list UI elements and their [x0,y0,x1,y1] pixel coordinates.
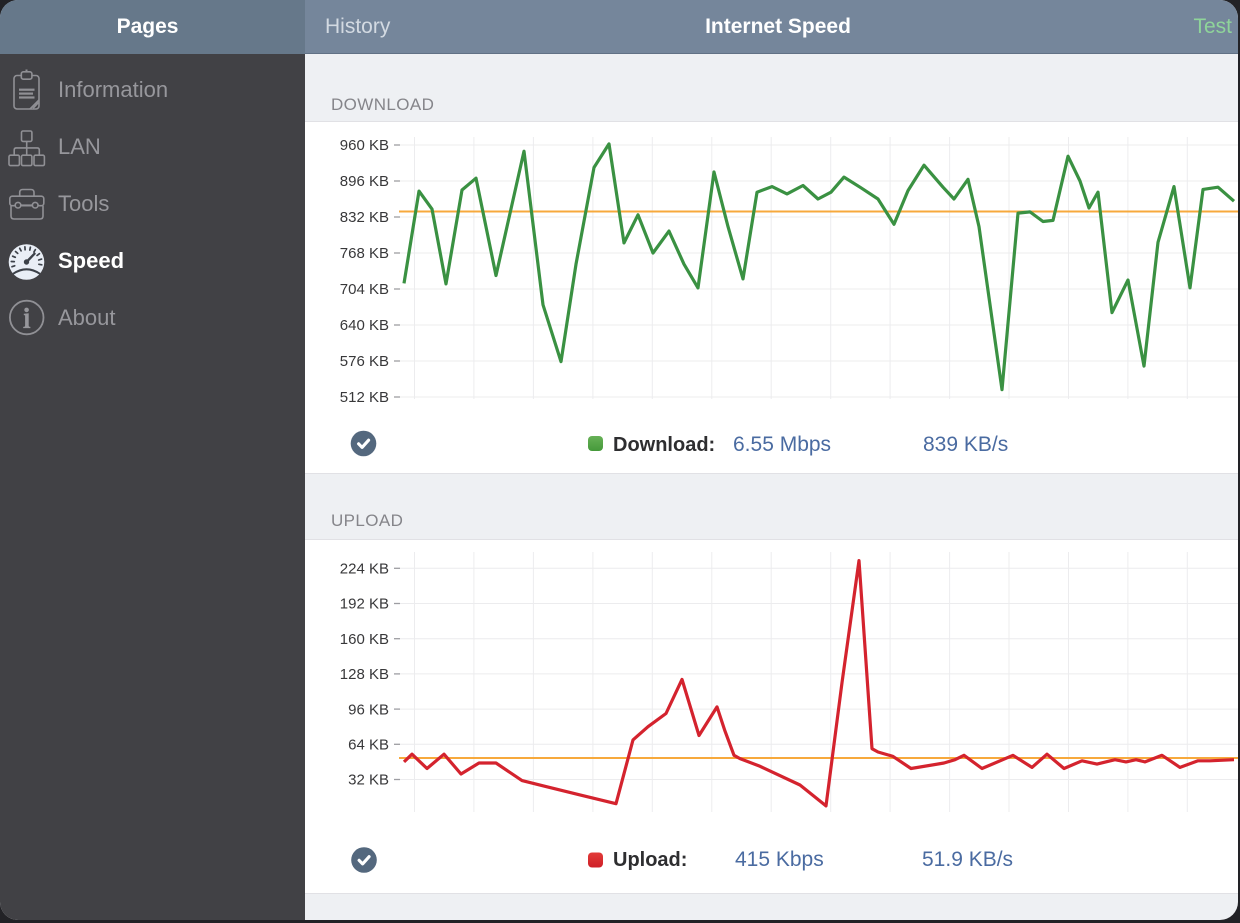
svg-text:128 KB: 128 KB [340,666,389,683]
svg-text:704 KB: 704 KB [340,281,389,298]
svg-text:832 KB: 832 KB [340,209,389,226]
svg-text:576 KB: 576 KB [340,353,389,370]
svg-text:192 KB: 192 KB [340,596,389,613]
svg-text:64 KB: 64 KB [348,737,389,754]
svg-text:160 KB: 160 KB [340,631,389,648]
svg-text:640 KB: 640 KB [340,317,389,334]
svg-text:32 KB: 32 KB [348,772,389,789]
svg-text:960 KB: 960 KB [340,137,389,154]
svg-text:96 KB: 96 KB [348,701,389,718]
svg-text:768 KB: 768 KB [340,245,389,262]
svg-text:896 KB: 896 KB [340,173,389,190]
svg-text:224 KB: 224 KB [340,561,389,578]
svg-text:512 KB: 512 KB [340,389,389,406]
